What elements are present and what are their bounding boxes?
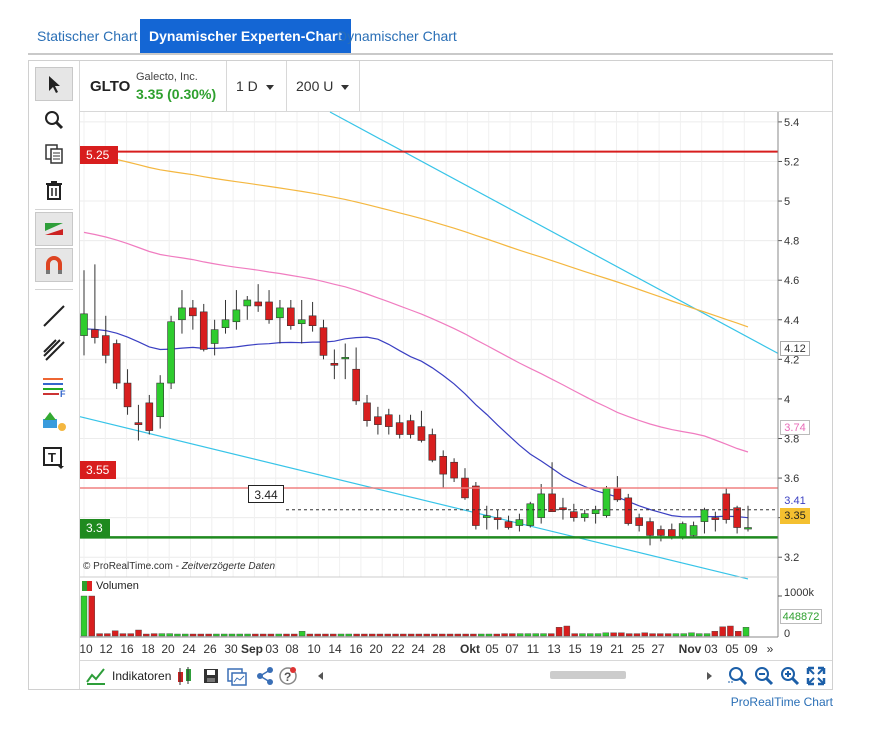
chart-header: GLTO Galecto, Inc. 3.35 (0.30%) 1 D 200 …	[80, 61, 832, 112]
tab-static-chart[interactable]: Statischer Chart	[37, 28, 138, 44]
indicators-icon	[86, 668, 105, 685]
zoom-out-icon	[755, 667, 774, 686]
share-icon	[257, 667, 273, 685]
text-box-icon: T	[43, 447, 64, 469]
price-change: 3.35 (0.30%)	[136, 86, 217, 102]
price-swatch-icon	[82, 117, 92, 127]
share-button[interactable]	[256, 665, 274, 687]
zoom-out-button[interactable]	[754, 665, 774, 687]
volume-axis-zero: 0	[784, 628, 791, 640]
level-label-3-3[interactable]: 3.3	[80, 519, 110, 537]
drawing-toolbar: F T	[29, 61, 80, 689]
magnet-icon	[46, 256, 62, 274]
legend-item-sma20[interactable]: SMA (20)	[126, 114, 186, 130]
shapes-tool[interactable]	[35, 405, 73, 439]
volume-legend[interactable]: Volumen	[82, 580, 139, 592]
units-value: 200 U	[296, 78, 334, 94]
fibonacci-tool[interactable]: F	[35, 369, 73, 403]
pointer-tool[interactable]	[35, 67, 73, 101]
zoom-in-button[interactable]	[780, 665, 800, 687]
price-value-tag: 3.35	[780, 508, 810, 524]
level-label-3-55[interactable]: 3.55	[80, 461, 116, 479]
tab-dynamic-expert-chart[interactable]: Dynamischer Experten-Chart	[140, 19, 351, 53]
magnifier-icon	[45, 111, 64, 130]
svg-text:F: F	[60, 389, 66, 397]
magnet-tool[interactable]	[35, 248, 73, 282]
legend-item-sma50[interactable]: SMA (50)	[194, 114, 254, 130]
fullscreen-button[interactable]	[806, 665, 826, 687]
help-button[interactable]: ?	[278, 665, 298, 687]
copy-icon	[45, 144, 63, 164]
sma50-value-tag: 3.74	[780, 420, 810, 435]
sma50-swatch-icon	[194, 117, 205, 127]
template-icon	[227, 668, 247, 686]
units-dropdown[interactable]: 200 U	[286, 61, 360, 111]
indicator-legend: Kurs SMA (20) SMA (50) SMA (100)	[82, 114, 328, 130]
legend-item-price[interactable]: Kurs	[82, 114, 119, 130]
trash-icon	[46, 181, 62, 200]
copy-tool[interactable]	[35, 137, 73, 171]
caret-left-icon	[318, 672, 323, 680]
prorealtime-chart-link[interactable]: ProRealTime Chart	[730, 695, 833, 709]
fibonacci-icon: F	[43, 378, 66, 397]
zoom-tool[interactable]	[35, 103, 73, 137]
shapes-icon	[43, 412, 66, 431]
sma100-value-tag: 4.12	[780, 341, 810, 356]
horizontal-scrollbar[interactable]	[550, 671, 626, 679]
scroll-right-button[interactable]	[704, 665, 714, 687]
trend-arrows-icon	[45, 223, 63, 235]
cursor-arrow-icon	[49, 76, 60, 93]
line-tool[interactable]	[35, 299, 73, 333]
zoom-area-button[interactable]	[728, 665, 748, 687]
delete-tool[interactable]	[35, 173, 73, 207]
svg-text:T: T	[48, 450, 56, 465]
zoom-in-icon	[781, 667, 800, 686]
scroll-left-button[interactable]	[316, 665, 326, 687]
cursor-value-label: 3.44	[248, 485, 284, 503]
trendline-icon	[43, 305, 65, 327]
svg-text:?: ?	[284, 670, 291, 684]
symbol-label: GLTO	[90, 78, 131, 95]
save-button[interactable]	[202, 665, 220, 687]
volume-swatch-icon	[82, 581, 92, 591]
instrument-box[interactable]: GLTO Galecto, Inc. 3.35 (0.30%)	[80, 61, 227, 111]
floppy-disk-icon	[204, 669, 218, 683]
fullscreen-icon	[806, 666, 826, 686]
caret-right-icon	[707, 672, 712, 680]
interval-dropdown[interactable]: 1 D	[226, 61, 287, 111]
help-icon: ?	[279, 667, 297, 685]
sma20-swatch-icon	[126, 117, 137, 127]
tab-dynamic-chart[interactable]: Dynamischer Chart	[337, 28, 457, 44]
bottom-toolbar: Indikatoren ?	[80, 660, 832, 690]
channel-tool[interactable]	[35, 333, 73, 367]
chart-tabs: Statischer Chart Dynamischer Experten-Ch…	[28, 19, 833, 55]
compare-button[interactable]	[176, 665, 194, 687]
parallel-lines-icon	[43, 339, 65, 361]
zoom-area-icon	[728, 667, 748, 686]
chevron-down-icon	[341, 84, 350, 90]
data-source-note: © ProRealTime.com - Zeitverzögerte Daten	[83, 561, 276, 572]
chart-frame	[28, 60, 833, 690]
volume-axis-top: 1000k	[784, 587, 814, 599]
interval-value: 1 D	[236, 78, 258, 94]
sma100-swatch-icon	[262, 117, 273, 127]
templates-button[interactable]	[226, 665, 248, 687]
candles-compare-icon	[178, 667, 191, 685]
volume-value-tag: 448872	[780, 609, 822, 624]
level-label-5-25[interactable]: 5.25	[80, 146, 118, 164]
text-tool[interactable]: T	[35, 441, 73, 475]
trend-toggle-tool[interactable]	[35, 212, 73, 246]
company-name: Galecto, Inc.	[136, 71, 198, 83]
indicators-button[interactable]: Indikatoren	[86, 665, 171, 687]
sma20-value-tag: 3.41	[780, 494, 810, 508]
legend-item-sma100[interactable]: SMA (100)	[262, 114, 328, 130]
chevron-down-icon	[265, 84, 274, 90]
